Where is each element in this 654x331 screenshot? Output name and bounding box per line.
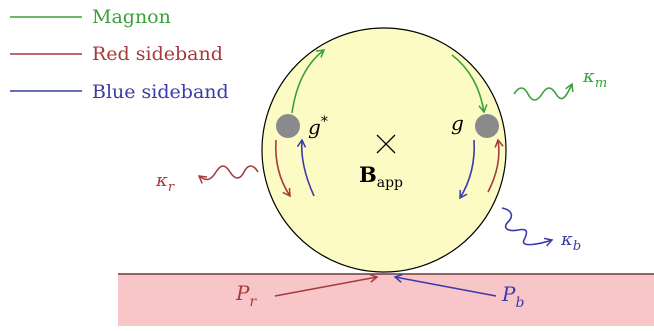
right-coupling-node	[475, 114, 499, 138]
magnon-arrow-right	[451, 54, 488, 114]
label-g: g	[451, 111, 464, 135]
label-b-app: Bapp	[359, 162, 403, 191]
label-p-b: Pb	[501, 282, 524, 311]
field-into-page-icon	[376, 134, 396, 154]
kappa-m-wave	[513, 82, 574, 101]
blue-arrow-right	[459, 139, 476, 200]
legend-label-red-sideband: Red sideband	[92, 43, 223, 65]
label-kappa-r: κr	[155, 170, 175, 195]
resonator-ring	[261, 27, 507, 273]
kappa-b-wave	[501, 207, 554, 247]
legend-label-magnon: Magnon	[92, 6, 171, 28]
red-arrow-left	[274, 139, 291, 198]
blue-arrow-left	[296, 138, 315, 197]
pump-arrow-blue	[393, 273, 497, 297]
label-p-r: Pr	[235, 281, 257, 310]
label-kappa-m: κm	[582, 66, 607, 91]
left-coupling-node	[276, 114, 300, 138]
red-arrow-right	[487, 138, 504, 193]
legend: Magnon Red sideband Blue sideband	[10, 6, 229, 103]
magnon-arrow-left	[291, 49, 326, 114]
legend-label-blue-sideband: Blue sideband	[92, 81, 229, 103]
waveguide-strip	[118, 274, 654, 326]
pump-arrow-red	[274, 273, 379, 297]
label-kappa-b: κb	[560, 229, 581, 254]
kappa-r-wave	[197, 165, 259, 184]
label-g-star: g*	[308, 114, 328, 139]
